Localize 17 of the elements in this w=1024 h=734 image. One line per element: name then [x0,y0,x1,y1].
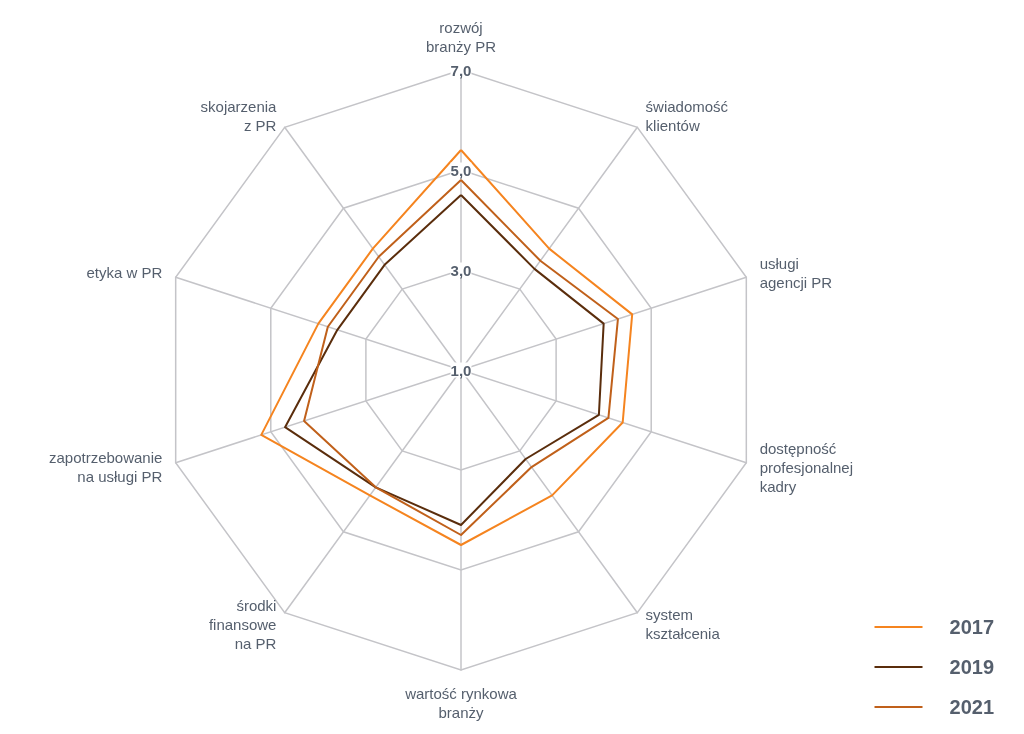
spoke-label: zapotrzebowanie na usługi PR [48,449,163,486]
spoke-label: usługi agencji PR [759,254,833,291]
spoke-label: środki finansowe na PR [208,596,277,652]
spoke-label: system kształcenia [645,606,721,643]
legend-label: 2021 [949,696,995,718]
legend-label: 2017 [949,616,995,638]
y-tick-label: 7,0 [450,61,472,79]
y-tick-label: 3,0 [450,261,472,279]
spoke-label: skojarzenia z PR [200,97,278,134]
legend-label: 2019 [949,656,995,678]
spoke-label: rozwój branży PR [425,19,497,55]
spoke-label: wartość rynkowa branży [404,685,518,721]
y-tick-label: 1,0 [450,361,472,379]
y-tick-label: 5,0 [450,161,472,179]
spoke-label: świadomość klientów [645,97,729,134]
spoke-label: etyka w PR [86,264,163,282]
spoke-label: dostępność profesjonalnej kadry [759,439,854,495]
